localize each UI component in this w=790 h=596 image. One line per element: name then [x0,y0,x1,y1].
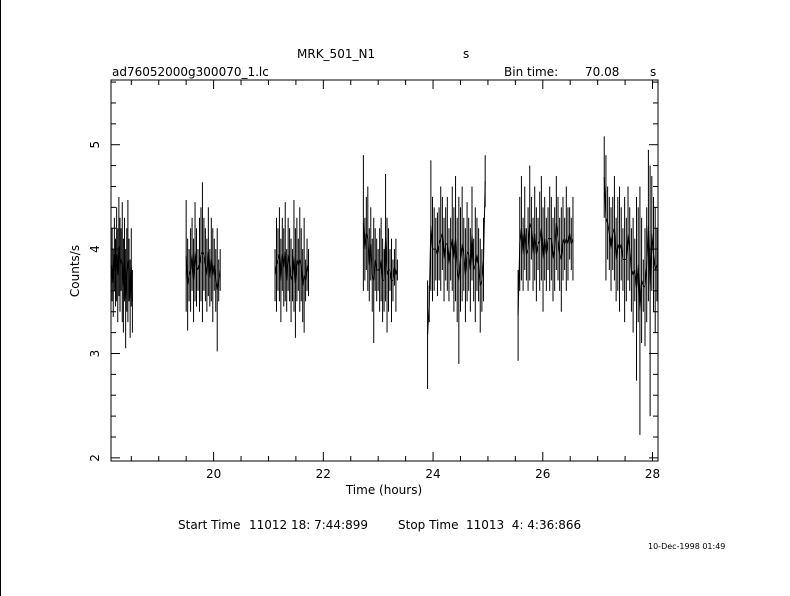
bin-time-label: Bin time: [504,65,559,79]
y-tick-label: 2 [88,454,102,462]
segment-trace [110,246,133,302]
bin-time-value: 70.08 [585,65,620,79]
segment [110,196,133,349]
segment-trace [603,177,658,311]
data-bars [110,136,658,435]
window-edge [0,0,1,596]
x-tick-label: 22 [316,467,331,481]
segment-trace [427,181,486,335]
segment-trace [185,251,221,290]
segment [274,200,310,338]
stop-time-value: 11013 4: 4:36:866 [466,518,582,532]
x-tick-label: 26 [535,467,550,481]
start-time-value: 11012 18: 7:44:899 [249,518,369,532]
object-unit: s [463,47,470,61]
segment [427,155,486,389]
y-tick-label: 3 [88,350,102,358]
x-tick-label: 20 [206,467,221,481]
segment [517,165,574,361]
segment [362,155,398,344]
file-name: ad76052000g300070_1.lc [112,65,269,79]
segment-trace [362,222,398,281]
segment [603,136,658,435]
segment-trace [274,251,310,286]
x-axis-label: Time (hours) [345,483,422,497]
bin-time-unit: s [650,65,657,79]
y-tick-label: 4 [88,245,102,253]
segment [185,182,221,352]
x-tick-label: 28 [645,467,660,481]
timestamp: 10-Dec-1998 01:49 [648,542,726,551]
y-axis-label: Counts/s [68,245,82,297]
object-name: MRK_501_N1 [297,47,376,61]
y-tick-label: 5 [88,141,102,149]
stop-time-label: Stop Time [398,518,459,532]
segment-trace [517,222,574,316]
x-tick-label: 24 [425,467,440,481]
start-time-label: Start Time [178,518,241,532]
